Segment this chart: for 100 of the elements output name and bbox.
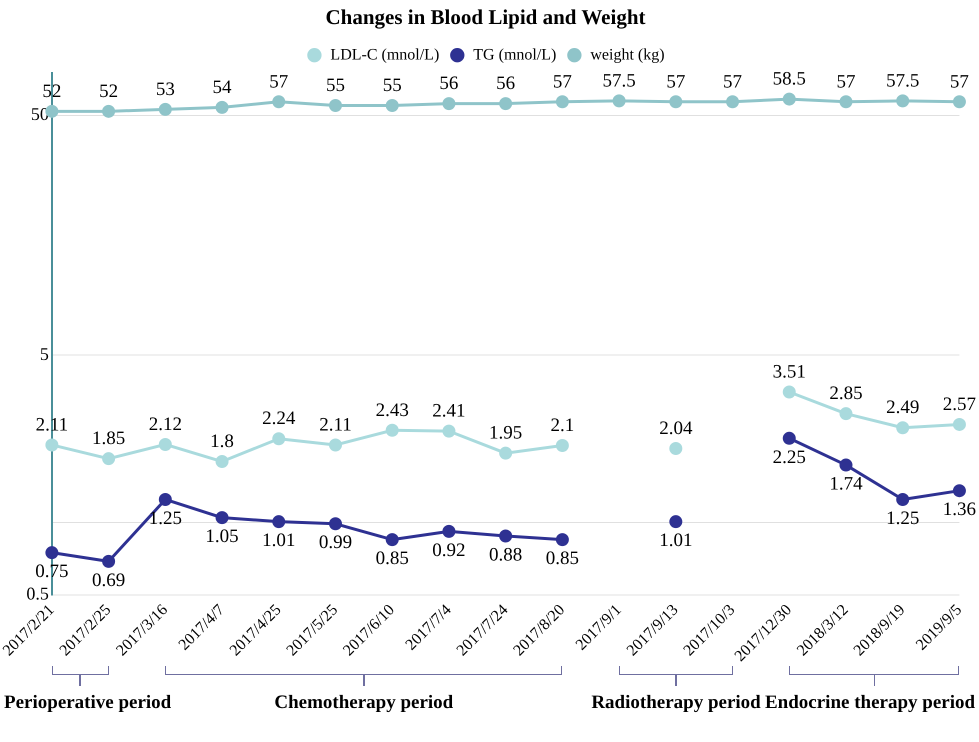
data-label: 1.74 (829, 474, 864, 495)
point (782, 432, 796, 445)
data-label: 2.1 (550, 414, 574, 436)
data-label: 2.11 (319, 414, 352, 436)
point (216, 100, 229, 114)
data-label: 0.88 (489, 544, 522, 566)
data-label: 0.92 (432, 540, 466, 561)
point (386, 533, 399, 546)
data-label: 0.69 (92, 570, 126, 591)
data-label: 57.5 (602, 70, 636, 92)
point (782, 92, 796, 106)
data-label: 1.8 (210, 431, 234, 452)
point (158, 102, 172, 116)
point (839, 95, 852, 108)
data-label: 1.36 (942, 499, 976, 520)
point (328, 98, 342, 112)
point (896, 421, 910, 434)
data-label: 57.5 (886, 70, 920, 92)
data-label: 1.01 (262, 530, 296, 552)
point (896, 94, 910, 108)
chart-title: Changes in Blood Lipid and Weight (326, 5, 646, 30)
point (158, 492, 172, 506)
point (952, 484, 966, 498)
point (499, 446, 512, 460)
point (216, 511, 229, 524)
data-label: 1.95 (489, 422, 522, 444)
data-label: 1.85 (92, 428, 126, 450)
data-label: 0.85 (376, 548, 409, 570)
data-label: 57 (269, 71, 288, 92)
data-label: 58.5 (772, 68, 806, 90)
data-label: 2.24 (262, 408, 296, 430)
data-label: 2.49 (886, 397, 920, 418)
point (612, 94, 626, 108)
y-tick-label: 5 (40, 344, 49, 364)
data-label: 54 (212, 76, 232, 98)
point (669, 442, 682, 455)
point (102, 452, 116, 466)
data-label: 55 (382, 74, 402, 96)
point (499, 530, 512, 543)
text: Radiotherapy period (591, 692, 761, 714)
point (839, 458, 852, 472)
point (386, 98, 399, 112)
point (272, 515, 286, 528)
point (386, 424, 399, 437)
point (782, 385, 796, 398)
point (442, 524, 456, 538)
point (328, 517, 342, 530)
point (442, 97, 456, 110)
point (442, 424, 456, 438)
point (556, 533, 569, 546)
data-label: 2.25 (772, 446, 806, 468)
data-label: 2.41 (432, 400, 466, 422)
data-label: 1.05 (205, 526, 239, 548)
data-label: 2.85 (829, 383, 863, 404)
data-label: 2.12 (148, 414, 182, 435)
point (896, 492, 910, 506)
point (102, 104, 116, 118)
point (328, 438, 342, 452)
point (216, 455, 229, 468)
data-label: 1.01 (659, 530, 692, 552)
point (839, 407, 852, 420)
point (272, 432, 286, 446)
text: Perioperative period (4, 692, 172, 714)
data-label: 56 (496, 73, 516, 94)
point (726, 95, 740, 108)
data-label: 3.51 (772, 361, 806, 382)
data-label: 0.85 (546, 548, 579, 570)
data-label: 57 (723, 71, 742, 92)
point (45, 438, 58, 452)
y-tick-label: 0.5 (26, 584, 49, 604)
text: Endocrine therapy period (765, 692, 976, 714)
legend-label: TG (mnol/L) (473, 46, 556, 64)
data-label: 52 (99, 80, 118, 102)
point (669, 95, 682, 108)
data-label: 2.43 (376, 400, 409, 421)
point (499, 97, 512, 110)
point (556, 95, 569, 108)
data-label: 57 (836, 71, 856, 92)
legend-label: LDL-C (mnol/L) (330, 46, 440, 64)
data-label: 53 (156, 78, 175, 100)
point (952, 418, 966, 431)
data-label: 1.25 (148, 508, 182, 529)
point (45, 546, 58, 560)
point (952, 95, 966, 108)
legend-label: weight (kg) (590, 46, 665, 64)
data-label: 1.25 (886, 508, 920, 529)
data-label: 57 (552, 71, 572, 92)
point (158, 438, 172, 451)
point (102, 554, 116, 568)
data-label: 2.57 (942, 394, 976, 415)
data-label: 2.04 (659, 418, 693, 439)
text: Chemotherapy period (274, 692, 454, 714)
data-label: 57 (950, 71, 969, 92)
data-label: 55 (326, 74, 345, 96)
data-label: 57 (666, 71, 686, 92)
data-label: 56 (439, 73, 458, 94)
point (669, 515, 682, 528)
data-label: 0.99 (318, 532, 352, 554)
point (272, 95, 286, 108)
point (556, 438, 569, 452)
